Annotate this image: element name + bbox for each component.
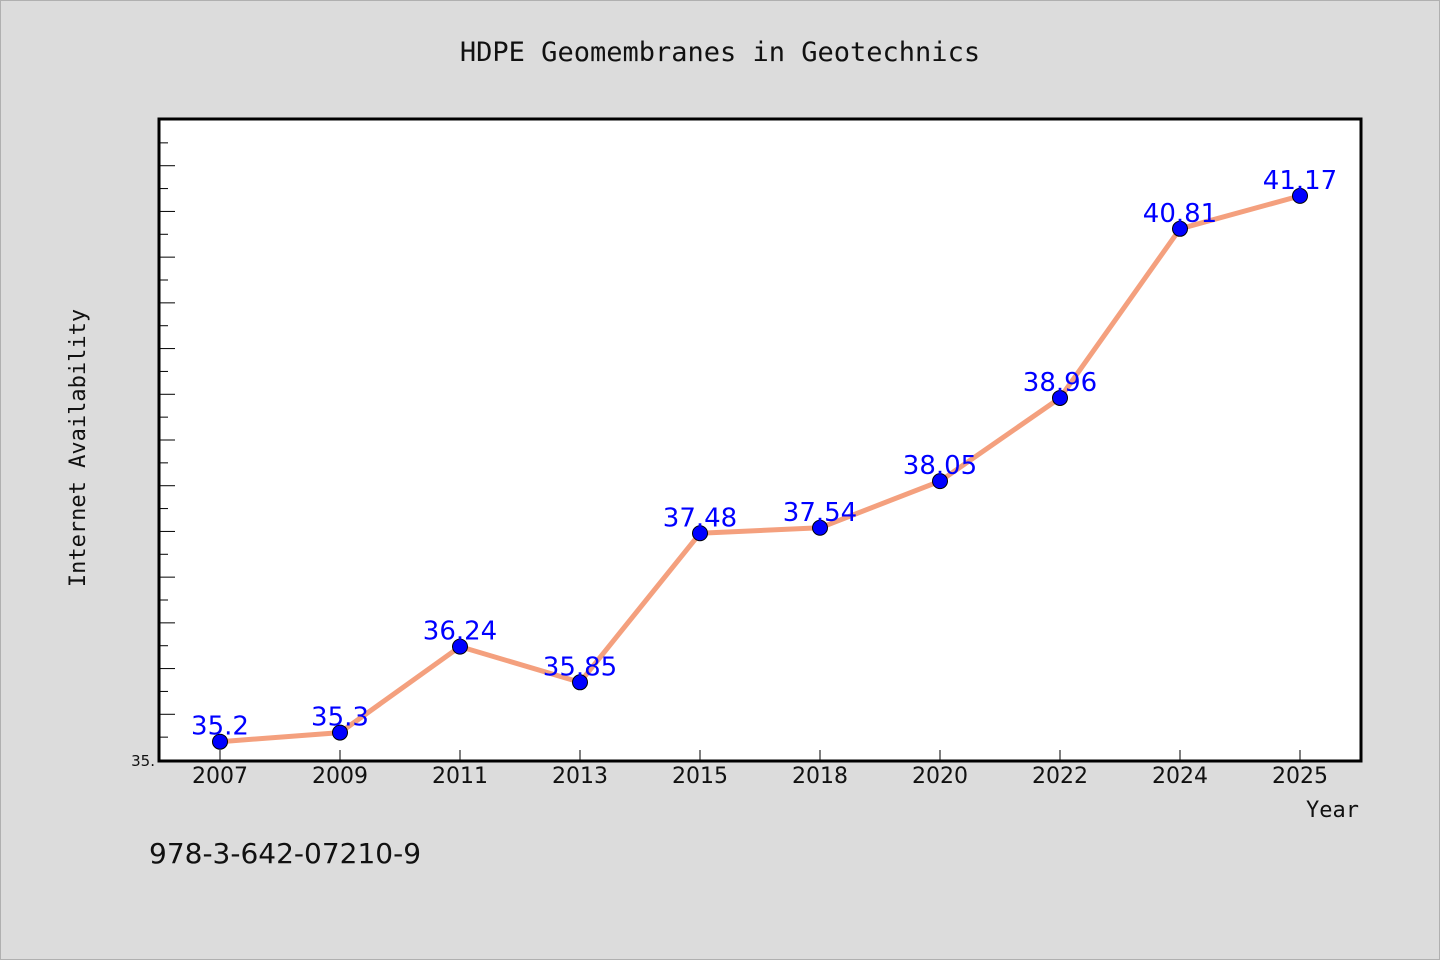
x-tick-label: 2024 bbox=[1152, 764, 1208, 789]
data-point bbox=[1052, 389, 1068, 406]
data-point bbox=[1292, 187, 1308, 204]
x-tick-label: 2020 bbox=[912, 764, 968, 789]
x-tick-label: 2009 bbox=[312, 764, 368, 789]
isbn-text: 978-3-642-07210-9 bbox=[149, 837, 421, 870]
data-label: 38.96 bbox=[1023, 368, 1097, 398]
x-tick-label: 2007 bbox=[192, 764, 248, 789]
y-tick-label: 35. bbox=[131, 752, 155, 770]
y-axis-label: Internet Availability bbox=[66, 309, 91, 587]
data-point bbox=[812, 519, 828, 536]
x-axis-ticks: 2007 2009 2011 2013 2015 2018 2020 2022 2024 2025 bbox=[192, 750, 1328, 789]
x-tick-label: 2022 bbox=[1032, 764, 1088, 789]
data-label: 37.48 bbox=[663, 503, 737, 533]
x-tick-label: 2025 bbox=[1272, 764, 1328, 789]
data-point bbox=[212, 733, 228, 750]
data-point bbox=[452, 638, 468, 655]
data-label: 38.05 bbox=[903, 451, 977, 481]
series-line bbox=[219, 193, 1301, 745]
x-tick-label: 2011 bbox=[432, 764, 488, 789]
data-point bbox=[572, 674, 588, 691]
data-labels: 35.2 35.3 36.24 35.85 37.48 37.54 38.05 38.96 40… bbox=[191, 166, 1337, 742]
data-point bbox=[692, 525, 708, 542]
data-points bbox=[212, 187, 1308, 750]
chart-title: HDPE Geomembranes in Geotechnics bbox=[460, 37, 980, 68]
data-label: 40.81 bbox=[1143, 199, 1217, 229]
data-point bbox=[1172, 220, 1188, 237]
plot-area bbox=[157, 117, 1363, 763]
data-label: 35.3 bbox=[311, 703, 369, 733]
data-label: 41.17 bbox=[1263, 166, 1337, 196]
y-axis-ticks: 35. bbox=[131, 119, 175, 770]
x-tick-label: 2013 bbox=[552, 764, 608, 789]
data-point bbox=[932, 473, 948, 490]
x-axis-label: Year bbox=[1306, 798, 1359, 823]
x-tick-label: 2015 bbox=[672, 764, 728, 789]
data-point bbox=[332, 724, 348, 741]
x-tick-label: 2018 bbox=[792, 764, 848, 789]
data-label: 35.85 bbox=[543, 652, 617, 682]
data-label: 36.24 bbox=[423, 617, 497, 647]
data-label: 37.54 bbox=[783, 498, 857, 528]
data-label: 35.2 bbox=[191, 712, 249, 742]
